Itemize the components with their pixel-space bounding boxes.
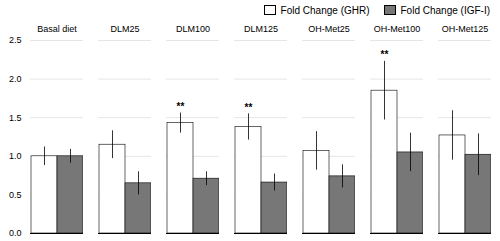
svg-text:OH-Met100: OH-Met100 <box>374 24 421 34</box>
svg-text:0.0: 0.0 <box>9 228 22 238</box>
svg-text:2.0: 2.0 <box>9 74 22 84</box>
svg-text:**: ** <box>177 101 185 112</box>
svg-text:1.5: 1.5 <box>9 113 22 123</box>
svg-text:OH-Met25: OH-Met25 <box>308 24 350 34</box>
svg-text:DLM125: DLM125 <box>244 24 278 34</box>
svg-text:OH-Met125: OH-Met125 <box>442 24 489 34</box>
svg-text:0.5: 0.5 <box>9 190 22 200</box>
svg-text:DLM100: DLM100 <box>176 24 210 34</box>
svg-text:**: ** <box>245 102 253 113</box>
html-text:Fold Change (IGF-I): Fold Change (IGF-I) <box>400 4 490 16</box>
html-text:Fold Change (GHR): Fold Change (GHR) <box>280 4 370 16</box>
svg-text:1.0: 1.0 <box>9 151 22 161</box>
svg-text:**: ** <box>381 49 389 60</box>
svg-text:DLM25: DLM25 <box>110 24 139 34</box>
svg-text:Basal diet: Basal diet <box>37 24 77 34</box>
svg-text:2.5: 2.5 <box>9 35 22 45</box>
